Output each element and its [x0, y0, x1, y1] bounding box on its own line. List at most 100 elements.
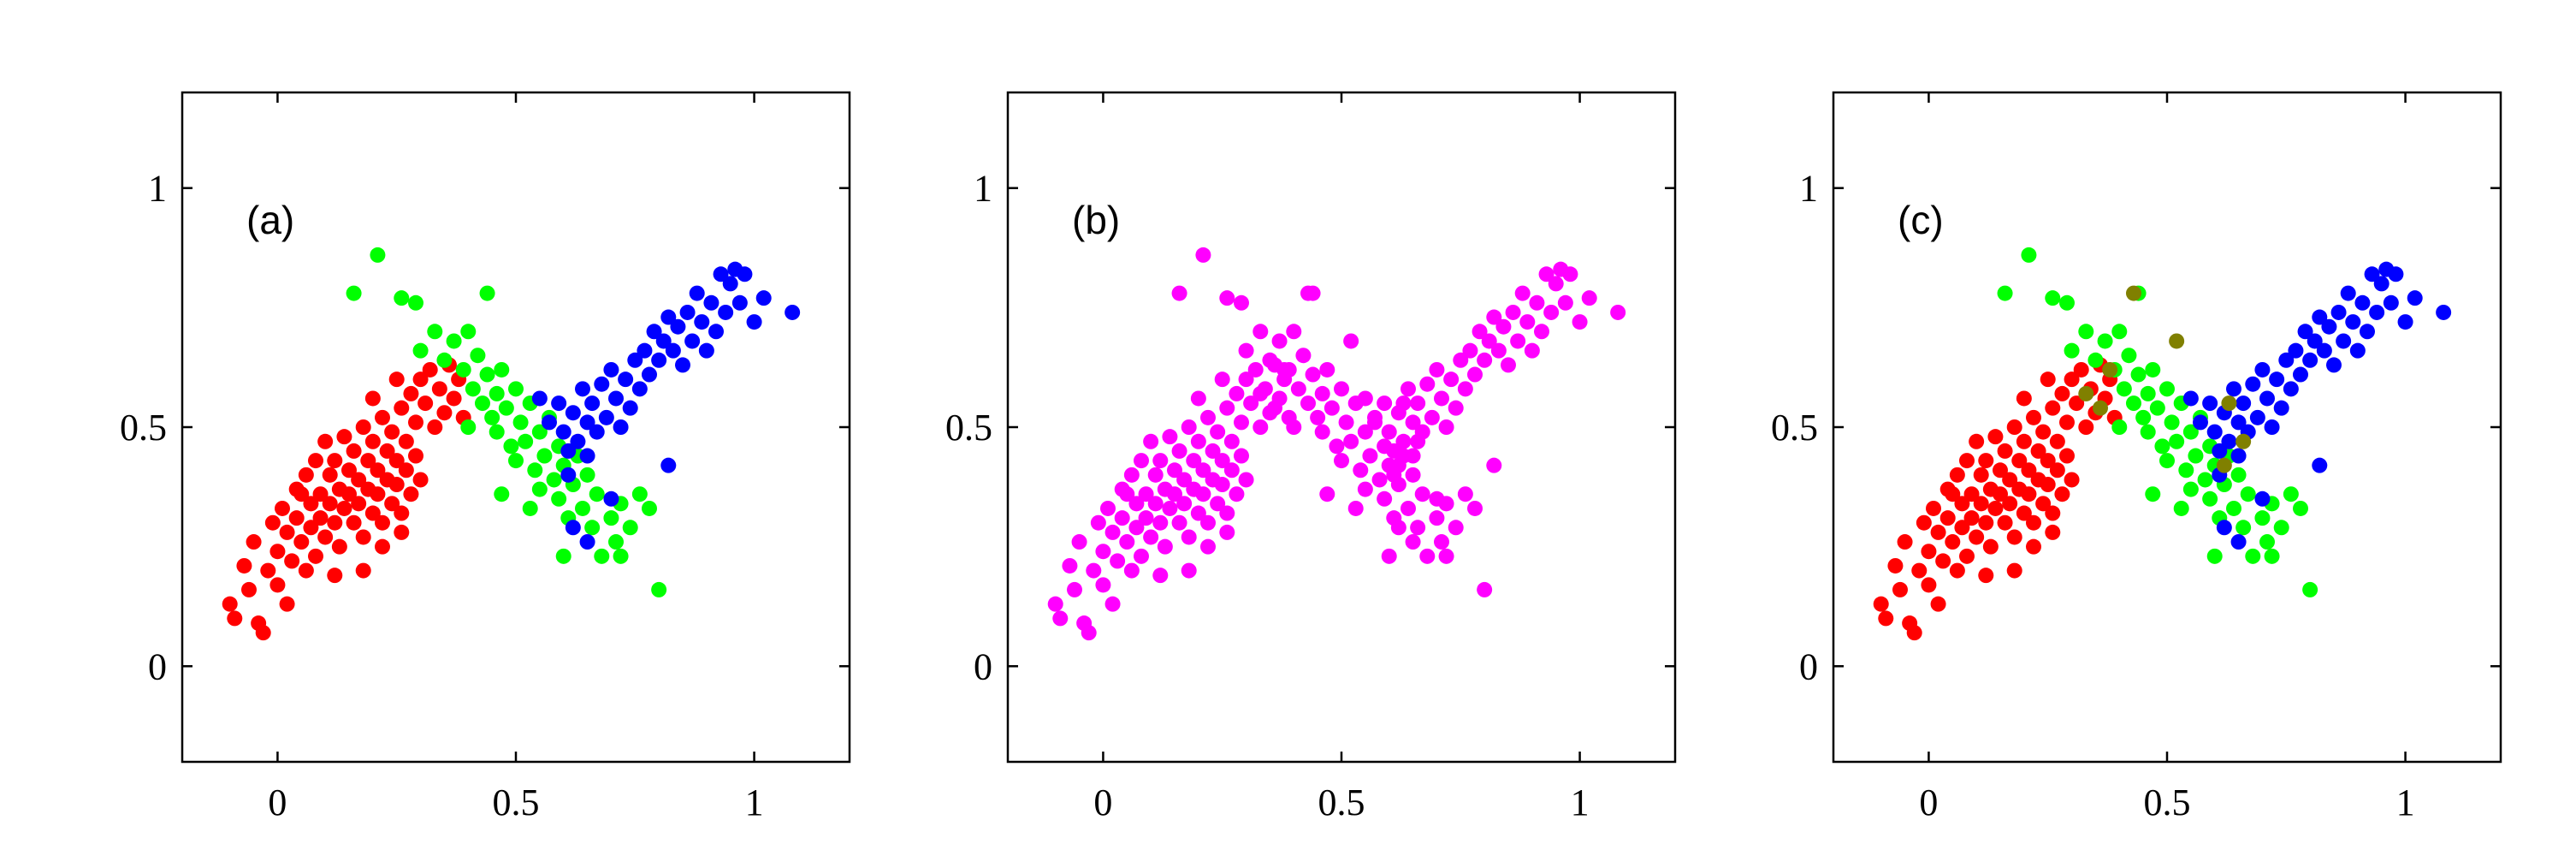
- data-point-all: [1405, 534, 1421, 550]
- data-point-green: [446, 333, 462, 349]
- data-point-all: [1152, 568, 1169, 584]
- data-point-all: [1401, 500, 1416, 516]
- data-point-red: [279, 596, 295, 612]
- data-point-red: [370, 486, 386, 502]
- data-point-all: [1371, 472, 1388, 488]
- data-point-green: [527, 462, 543, 479]
- data-point-green: [2188, 448, 2204, 464]
- y-tick-label: 0: [1799, 645, 1818, 687]
- data-point-all: [1395, 433, 1412, 449]
- data-point-blue: [2349, 342, 2366, 359]
- data-point-blue: [613, 419, 629, 435]
- data-point-red: [279, 524, 295, 540]
- data-point-all: [1395, 395, 1412, 412]
- data-point-green: [2283, 486, 2299, 502]
- data-point-all: [1362, 448, 1378, 464]
- data-point-all: [1510, 333, 1526, 349]
- data-point-red: [422, 361, 438, 377]
- data-point-red: [327, 453, 343, 469]
- data-point-blue: [2397, 314, 2413, 330]
- data-point-red: [2054, 486, 2070, 502]
- data-point-all: [1252, 385, 1269, 401]
- panel-label: (a): [246, 198, 294, 242]
- data-point-blue: [755, 290, 772, 306]
- data-point-all: [1095, 544, 1111, 560]
- data-point-all: [1529, 294, 1545, 311]
- data-point-all: [1377, 395, 1393, 412]
- data-point-red: [2078, 419, 2094, 435]
- data-point-all: [1534, 324, 1549, 340]
- data-point-all: [1262, 352, 1278, 368]
- data-point-red: [1963, 486, 1980, 502]
- data-point-green: [1997, 285, 2013, 301]
- data-point-all: [1390, 457, 1406, 473]
- data-point-all: [1062, 557, 1078, 574]
- data-point-green: [2159, 381, 2175, 397]
- data-point-blue: [579, 414, 595, 431]
- data-point-red: [408, 448, 423, 464]
- data-point-red: [284, 553, 300, 569]
- data-point-red: [2021, 486, 2037, 502]
- data-point-red: [412, 372, 429, 388]
- panel-label: (b): [1072, 198, 1120, 242]
- data-point-green: [460, 324, 477, 340]
- data-point-green: [2264, 548, 2280, 564]
- data-point-all: [1181, 562, 1197, 579]
- data-point-all: [1581, 290, 1597, 306]
- data-point-red: [341, 462, 357, 479]
- data-point-all: [1143, 529, 1159, 545]
- data-point-blue: [651, 352, 667, 368]
- scatter-panel-b: 0 0.5 1 0 0.5 1 (b): [945, 91, 1677, 823]
- data-point-all: [1162, 500, 1178, 516]
- data-point-red: [375, 538, 390, 555]
- data-point-red: [364, 505, 381, 521]
- data-point-blue: [2283, 381, 2299, 397]
- data-point-green: [2169, 433, 2185, 449]
- markers: [1047, 247, 1626, 641]
- data-point-all: [1419, 548, 1436, 564]
- data-point-green: [508, 453, 524, 469]
- data-point-all: [1562, 266, 1578, 282]
- data-point-all: [1223, 462, 1240, 479]
- data-point-blue: [2326, 357, 2342, 373]
- data-point-green: [2182, 424, 2199, 440]
- data-point-all: [1238, 472, 1254, 488]
- data-point-green: [503, 438, 519, 455]
- data-point-red: [2026, 514, 2041, 531]
- markers: [222, 247, 801, 641]
- data-point-all: [1152, 453, 1169, 469]
- data-point-all: [1319, 486, 1335, 502]
- data-point-all: [1219, 290, 1235, 306]
- data-point-green: [2235, 520, 2252, 536]
- y-tick-label: 1: [974, 168, 992, 210]
- data-point-all: [1295, 348, 1312, 364]
- data-point-all: [1119, 486, 1135, 502]
- data-point-red: [2006, 562, 2022, 579]
- data-point-blue: [555, 424, 571, 440]
- data-point-blue: [698, 342, 714, 359]
- data-point-red: [260, 562, 276, 579]
- data-point-green: [651, 581, 667, 597]
- data-point-red: [2016, 505, 2032, 521]
- data-point-red: [2045, 505, 2061, 521]
- data-point-all: [1300, 285, 1316, 301]
- data-point-red: [446, 390, 462, 407]
- data-point-blue: [594, 376, 610, 392]
- data-point-blue: [2230, 534, 2247, 550]
- data-point-blue: [618, 372, 634, 388]
- data-point-green: [2145, 486, 2161, 502]
- data-point-all: [1119, 534, 1135, 550]
- data-point-green: [2226, 500, 2241, 516]
- data-point-red: [1939, 510, 1956, 526]
- data-point-green: [522, 500, 538, 516]
- data-point-green: [2135, 409, 2152, 425]
- data-point-all: [1610, 304, 1626, 320]
- data-point-red: [1906, 625, 1922, 641]
- data-point-green: [613, 548, 629, 564]
- data-point-all: [1052, 610, 1069, 627]
- data-point-red: [1997, 443, 2013, 459]
- data-point-all: [1453, 352, 1469, 368]
- data-point-red: [1969, 433, 1985, 449]
- x-tick-label: 1: [1571, 782, 1590, 823]
- data-point-all: [1538, 266, 1554, 282]
